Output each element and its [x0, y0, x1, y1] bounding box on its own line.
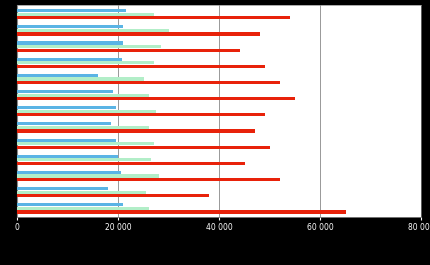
- Bar: [17, 41, 123, 45]
- Bar: [17, 106, 116, 109]
- Bar: [17, 61, 154, 64]
- Bar: [17, 171, 121, 174]
- Bar: [17, 126, 148, 129]
- Bar: [17, 74, 98, 77]
- Bar: [17, 203, 123, 206]
- Bar: [17, 158, 151, 161]
- Bar: [17, 178, 280, 181]
- Bar: [17, 191, 146, 194]
- Bar: [17, 13, 154, 16]
- Bar: [17, 90, 113, 93]
- Bar: [17, 146, 270, 149]
- Bar: [17, 9, 126, 12]
- Bar: [17, 187, 108, 190]
- Bar: [17, 162, 245, 165]
- Bar: [17, 25, 123, 28]
- Bar: [17, 94, 148, 97]
- Bar: [17, 194, 209, 197]
- Bar: [17, 113, 265, 116]
- Bar: [17, 207, 148, 210]
- Bar: [17, 122, 111, 126]
- Bar: [17, 97, 295, 100]
- Bar: [17, 48, 240, 52]
- Bar: [17, 29, 169, 32]
- Bar: [17, 130, 255, 132]
- Bar: [17, 58, 122, 61]
- Bar: [17, 65, 265, 68]
- Bar: [17, 16, 290, 19]
- Bar: [17, 77, 144, 81]
- Bar: [17, 110, 156, 113]
- Bar: [17, 210, 346, 214]
- Bar: [17, 32, 260, 36]
- Bar: [17, 139, 116, 142]
- Bar: [17, 155, 118, 158]
- Bar: [17, 45, 161, 48]
- Bar: [17, 174, 159, 178]
- Bar: [17, 142, 154, 145]
- Bar: [17, 81, 280, 84]
